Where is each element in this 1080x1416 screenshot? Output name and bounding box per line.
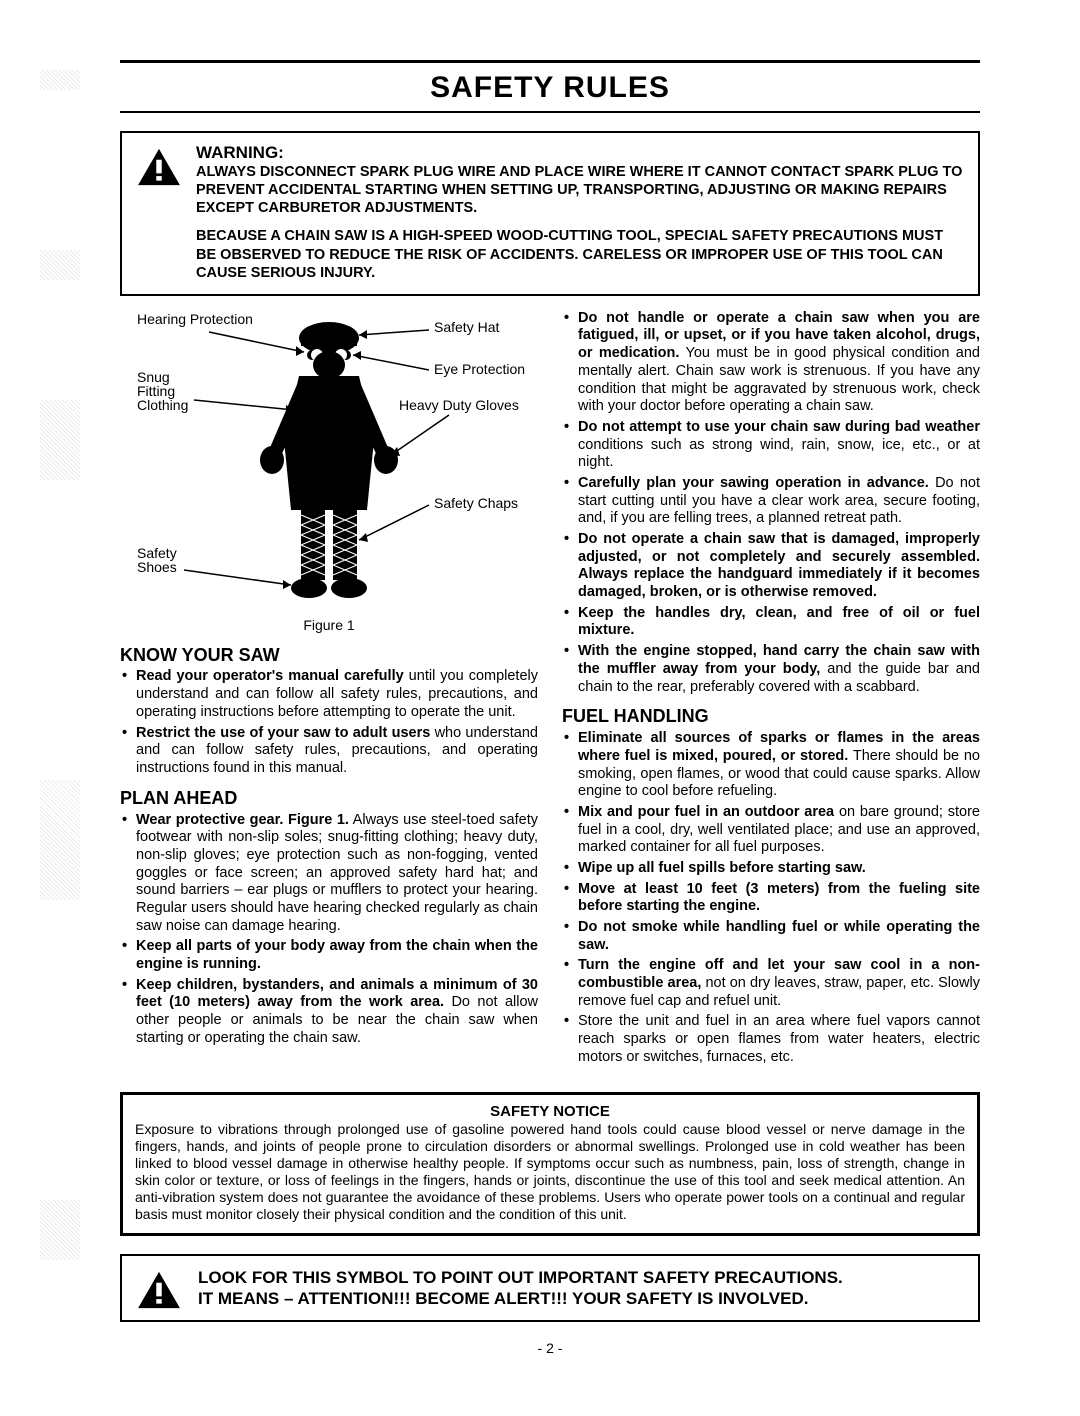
label-eye: Eye Protection [434,361,525,377]
figure-1: Hearing Protection SnugFittingClothing S… [120,310,538,635]
heading-plan-ahead: PLAN AHEAD [120,788,538,810]
right-column: Do not handle or operate a chain saw whe… [562,310,980,1070]
list-item: Do not handle or operate a chain saw whe… [562,310,980,416]
list-item: Keep the handles dry, clean, and free of… [562,605,980,640]
list-item: Do not smoke while handling fuel or whil… [562,919,980,954]
warning-p2: BECAUSE A CHAIN SAW IS A HIGH-SPEED WOOD… [196,227,964,281]
list-item: Store the unit and fuel in an area where… [562,1013,980,1066]
heading-know-your-saw: KNOW YOUR SAW [120,645,538,667]
right-top-list: Do not handle or operate a chain saw whe… [562,310,980,696]
list-item: Restrict the use of your saw to adult us… [120,725,538,778]
list-item: Do not operate a chain saw that is damag… [562,531,980,602]
fuel-list: Eliminate all sources of sparks or flame… [562,730,980,1066]
alert-icon [136,147,182,187]
list-item: Keep children, bystanders, and animals a… [120,977,538,1048]
page-title: SAFETY RULES [120,65,980,111]
scan-noise [40,400,80,480]
list-item: Eliminate all sources of sparks or flame… [562,730,980,801]
list-item: Move at least 10 feet (3 meters) from th… [562,881,980,916]
list-item: Turn the engine off and let your saw coo… [562,957,980,1010]
scan-noise [40,70,80,90]
rule [120,60,980,63]
list-item: Read your operator's manual carefully un… [120,668,538,721]
left-column: Hearing Protection SnugFittingClothing S… [120,310,538,1070]
heading-fuel: FUEL HANDLING [562,706,980,728]
figure-caption: Figure 1 [120,617,538,634]
rule [120,111,980,113]
scan-noise [40,780,80,900]
warning-text: WARNING: ALWAYS DISCONNECT SPARK PLUG WI… [196,143,964,282]
safety-notice-body: Exposure to vibrations through prolonged… [135,1121,965,1223]
page: SAFETY RULES WARNING: ALWAYS DISCONNECT … [0,0,1080,1416]
label-chaps: Safety Chaps [434,495,518,511]
list-item: Carefully plan your sawing operation in … [562,475,980,528]
safety-notice-box: SAFETY NOTICE Exposure to vibrations thr… [120,1092,980,1237]
footer-line1: LOOK FOR THIS SYMBOL TO POINT OUT IMPORT… [198,1267,843,1288]
footer-line2: IT MEANS – ATTENTION!!! BECOME ALERT!!! … [198,1288,843,1309]
warning-p1: ALWAYS DISCONNECT SPARK PLUG WIRE AND PL… [196,163,964,217]
list-item: Do not attempt to use your chain saw dur… [562,419,980,472]
plan-ahead-list: Wear protective gear. Figure 1. Always u… [120,812,538,1048]
label-hat: Safety Hat [434,319,499,335]
figure-svg: Hearing Protection SnugFittingClothing S… [120,310,538,610]
list-item: With the engine stopped, hand carry the … [562,643,980,696]
scan-noise [40,1200,80,1260]
know-your-saw-list: Read your operator's manual carefully un… [120,668,538,777]
list-item: Mix and pour fuel in an outdoor area on … [562,804,980,857]
label-hearing: Hearing Protection [137,311,253,327]
alert-icon [136,1270,182,1310]
label-gloves: Heavy Duty Gloves [399,397,519,413]
columns: Hearing Protection SnugFittingClothing S… [120,310,980,1070]
page-number: - 2 - [120,1340,980,1356]
warning-heading: WARNING: [196,143,964,163]
warning-box: WARNING: ALWAYS DISCONNECT SPARK PLUG WI… [120,131,980,296]
label-shoes: SafetyShoes [137,545,177,575]
scan-noise [40,250,80,280]
footer-text: LOOK FOR THIS SYMBOL TO POINT OUT IMPORT… [198,1267,843,1310]
safety-notice-heading: SAFETY NOTICE [135,1103,965,1121]
footer-box: LOOK FOR THIS SYMBOL TO POINT OUT IMPORT… [120,1254,980,1322]
list-item: Wear protective gear. Figure 1. Always u… [120,812,538,936]
label-snug: SnugFittingClothing [137,369,188,413]
list-item: Wipe up all fuel spills before starting … [562,860,980,878]
list-item: Keep all parts of your body away from th… [120,938,538,973]
